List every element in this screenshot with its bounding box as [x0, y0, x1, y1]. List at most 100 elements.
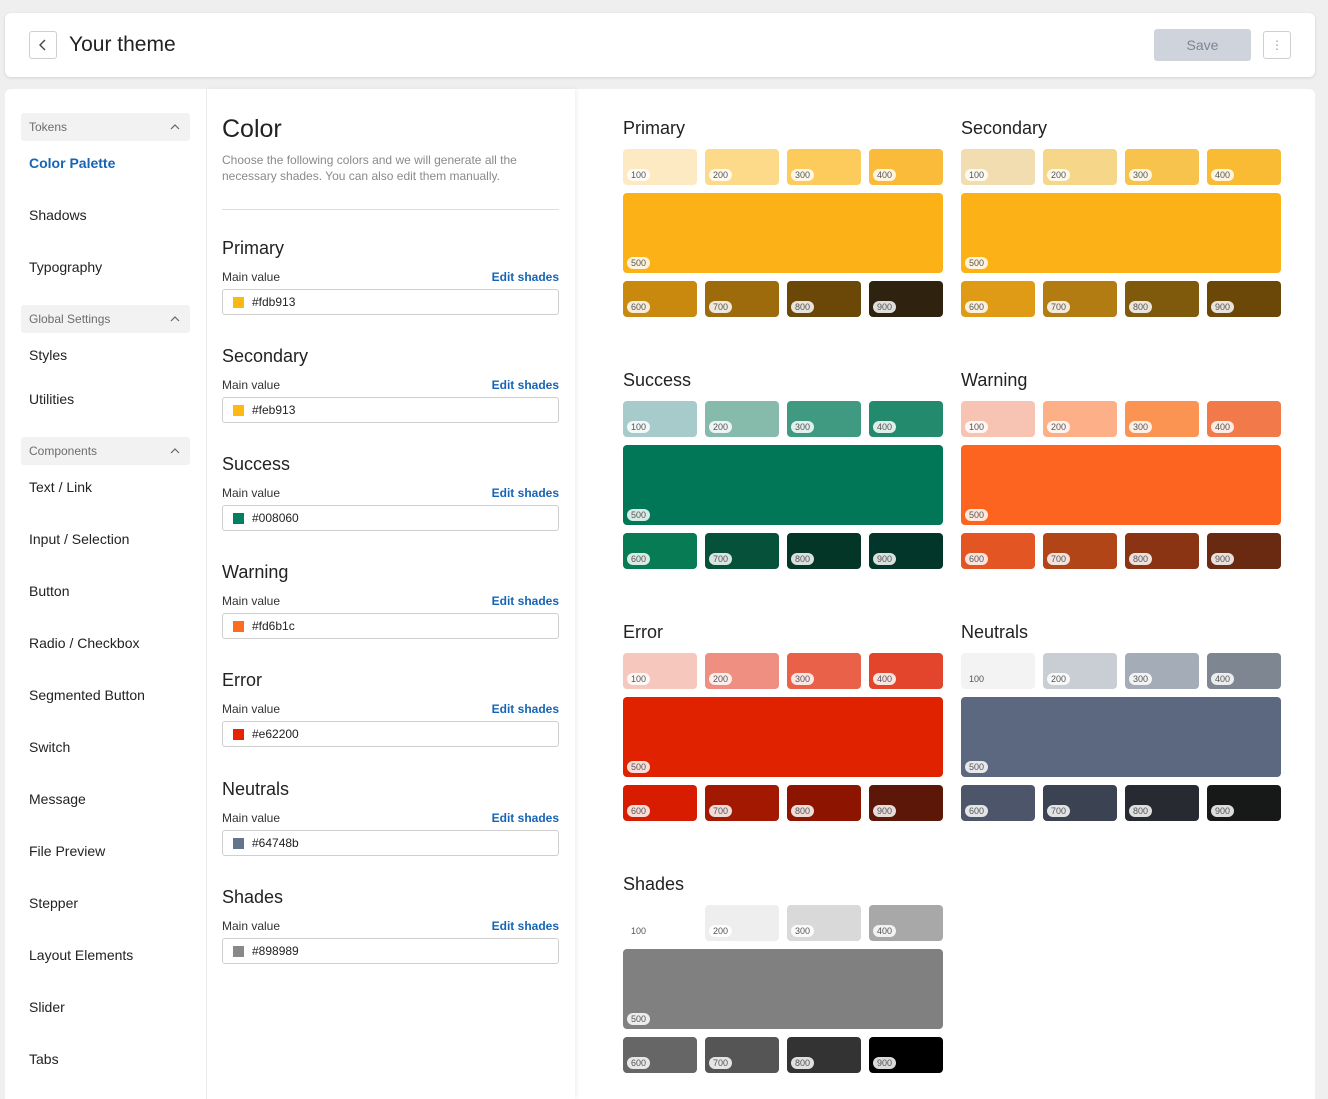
- sidebar-item-utilities[interactable]: Utilities: [29, 391, 75, 407]
- shade-swatch-main[interactable]: 500: [961, 193, 1281, 273]
- shade-swatch[interactable]: 900: [1207, 785, 1281, 821]
- sidebar-item-shadows[interactable]: Shadows: [29, 207, 87, 223]
- shade-swatch[interactable]: 600: [961, 281, 1035, 317]
- edit-shades-link[interactable]: Edit shades: [491, 811, 559, 825]
- sidebar-item-segmented-button[interactable]: Segmented Button: [29, 687, 145, 703]
- sidebar-item-button[interactable]: Button: [29, 583, 70, 599]
- shade-swatch[interactable]: 300: [787, 401, 861, 437]
- primary-value-input[interactable]: #fdb913: [222, 289, 559, 315]
- shade-swatch[interactable]: 400: [1207, 653, 1281, 689]
- shade-swatch[interactable]: 700: [1043, 281, 1117, 317]
- shade-swatch[interactable]: 900: [869, 1037, 943, 1073]
- shade-swatch[interactable]: 300: [787, 653, 861, 689]
- shade-swatch-main[interactable]: 500: [623, 193, 943, 273]
- sidebar-item-message[interactable]: Message: [29, 791, 86, 807]
- shade-swatch[interactable]: 900: [869, 533, 943, 569]
- sidebar-item-radio-checkbox[interactable]: Radio / Checkbox: [29, 635, 140, 651]
- shade-swatch[interactable]: 300: [787, 149, 861, 185]
- shade-swatch[interactable]: 200: [705, 401, 779, 437]
- shade-swatch-main[interactable]: 500: [623, 445, 943, 525]
- shade-swatch[interactable]: 600: [623, 281, 697, 317]
- shade-swatch[interactable]: 200: [705, 149, 779, 185]
- shade-swatch[interactable]: 900: [1207, 281, 1281, 317]
- save-button[interactable]: Save: [1154, 29, 1251, 61]
- shade-swatch[interactable]: 800: [787, 533, 861, 569]
- shade-swatch[interactable]: 300: [1125, 401, 1199, 437]
- sidebar-item-tabs[interactable]: Tabs: [29, 1051, 59, 1067]
- sidebar-item-typography[interactable]: Typography: [29, 259, 103, 275]
- shade-swatch[interactable]: 400: [869, 401, 943, 437]
- neutrals-value-input[interactable]: #64748b: [222, 830, 559, 856]
- shade-swatch[interactable]: 200: [705, 905, 779, 941]
- shade-swatch[interactable]: 400: [1207, 149, 1281, 185]
- shade-swatch[interactable]: 200: [1043, 149, 1117, 185]
- shade-swatch[interactable]: 400: [869, 149, 943, 185]
- sidebar-item-input-selection[interactable]: Input / Selection: [29, 531, 130, 547]
- edit-shades-link[interactable]: Edit shades: [491, 270, 559, 284]
- shade-swatch-main[interactable]: 500: [961, 445, 1281, 525]
- shade-swatch-main[interactable]: 500: [623, 949, 943, 1029]
- shade-swatch[interactable]: 800: [787, 281, 861, 317]
- shade-swatch[interactable]: 700: [705, 785, 779, 821]
- sidebar-item-color-palette[interactable]: Color Palette: [29, 155, 116, 171]
- sidebar-item-styles[interactable]: Styles: [29, 347, 68, 363]
- shade-swatch[interactable]: 100: [623, 401, 697, 437]
- shade-swatch[interactable]: 900: [869, 785, 943, 821]
- sidebar-section-components[interactable]: Components: [21, 437, 190, 465]
- shade-swatch[interactable]: 700: [1043, 533, 1117, 569]
- sidebar-section-tokens[interactable]: Tokens: [21, 113, 190, 141]
- shade-swatch[interactable]: 200: [705, 653, 779, 689]
- edit-shades-link[interactable]: Edit shades: [491, 919, 559, 933]
- success-value-input[interactable]: #008060: [222, 505, 559, 531]
- shade-swatch[interactable]: 100: [961, 653, 1035, 689]
- sidebar-item-stepper[interactable]: Stepper: [29, 895, 79, 911]
- warning-value-input[interactable]: #fd6b1c: [222, 613, 559, 639]
- shade-swatch[interactable]: 100: [623, 653, 697, 689]
- shade-swatch[interactable]: 700: [1043, 785, 1117, 821]
- shade-swatch[interactable]: 900: [869, 281, 943, 317]
- shade-swatch-main[interactable]: 500: [961, 697, 1281, 777]
- shade-swatch[interactable]: 600: [961, 533, 1035, 569]
- shades-value-input[interactable]: #898989: [222, 938, 559, 964]
- shade-swatch[interactable]: 100: [623, 905, 697, 941]
- shade-swatch[interactable]: 600: [623, 533, 697, 569]
- shade-swatch[interactable]: 800: [787, 785, 861, 821]
- shade-swatch[interactable]: 300: [787, 905, 861, 941]
- shade-swatch[interactable]: 800: [787, 1037, 861, 1073]
- shade-swatch[interactable]: 100: [961, 401, 1035, 437]
- more-options-button[interactable]: ⋮: [1263, 31, 1291, 59]
- shade-swatch[interactable]: 600: [961, 785, 1035, 821]
- shade-swatch[interactable]: 400: [869, 653, 943, 689]
- shade-swatch[interactable]: 600: [623, 1037, 697, 1073]
- shade-swatch[interactable]: 700: [705, 281, 779, 317]
- back-button[interactable]: [29, 31, 57, 59]
- edit-shades-link[interactable]: Edit shades: [491, 486, 559, 500]
- shade-swatch[interactable]: 800: [1125, 533, 1199, 569]
- shade-swatch[interactable]: 100: [961, 149, 1035, 185]
- edit-shades-link[interactable]: Edit shades: [491, 378, 559, 392]
- shade-swatch[interactable]: 300: [1125, 149, 1199, 185]
- shade-swatch[interactable]: 300: [1125, 653, 1199, 689]
- sidebar-item-switch[interactable]: Switch: [29, 739, 71, 755]
- shade-swatch[interactable]: 200: [1043, 653, 1117, 689]
- shade-swatch[interactable]: 600: [623, 785, 697, 821]
- shade-swatch[interactable]: 100: [623, 149, 697, 185]
- shade-swatch[interactable]: 700: [705, 533, 779, 569]
- sidebar-item-layout-elements[interactable]: Layout Elements: [29, 947, 134, 963]
- error-value-input[interactable]: #e62200: [222, 721, 559, 747]
- edit-shades-link[interactable]: Edit shades: [491, 702, 559, 716]
- sidebar-item-file-preview[interactable]: File Preview: [29, 843, 106, 859]
- secondary-value-input[interactable]: #feb913: [222, 397, 559, 423]
- sidebar-item-text-link[interactable]: Text / Link: [29, 479, 93, 495]
- shade-swatch[interactable]: 800: [1125, 785, 1199, 821]
- edit-shades-link[interactable]: Edit shades: [491, 594, 559, 608]
- sidebar-section-global-settings[interactable]: Global Settings: [21, 305, 190, 333]
- shade-swatch[interactable]: 200: [1043, 401, 1117, 437]
- shade-swatch[interactable]: 900: [1207, 533, 1281, 569]
- shade-swatch[interactable]: 400: [1207, 401, 1281, 437]
- shade-swatch[interactable]: 400: [869, 905, 943, 941]
- sidebar-item-slider[interactable]: Slider: [29, 999, 65, 1015]
- shade-swatch-main[interactable]: 500: [623, 697, 943, 777]
- shade-swatch[interactable]: 800: [1125, 281, 1199, 317]
- shade-swatch[interactable]: 700: [705, 1037, 779, 1073]
